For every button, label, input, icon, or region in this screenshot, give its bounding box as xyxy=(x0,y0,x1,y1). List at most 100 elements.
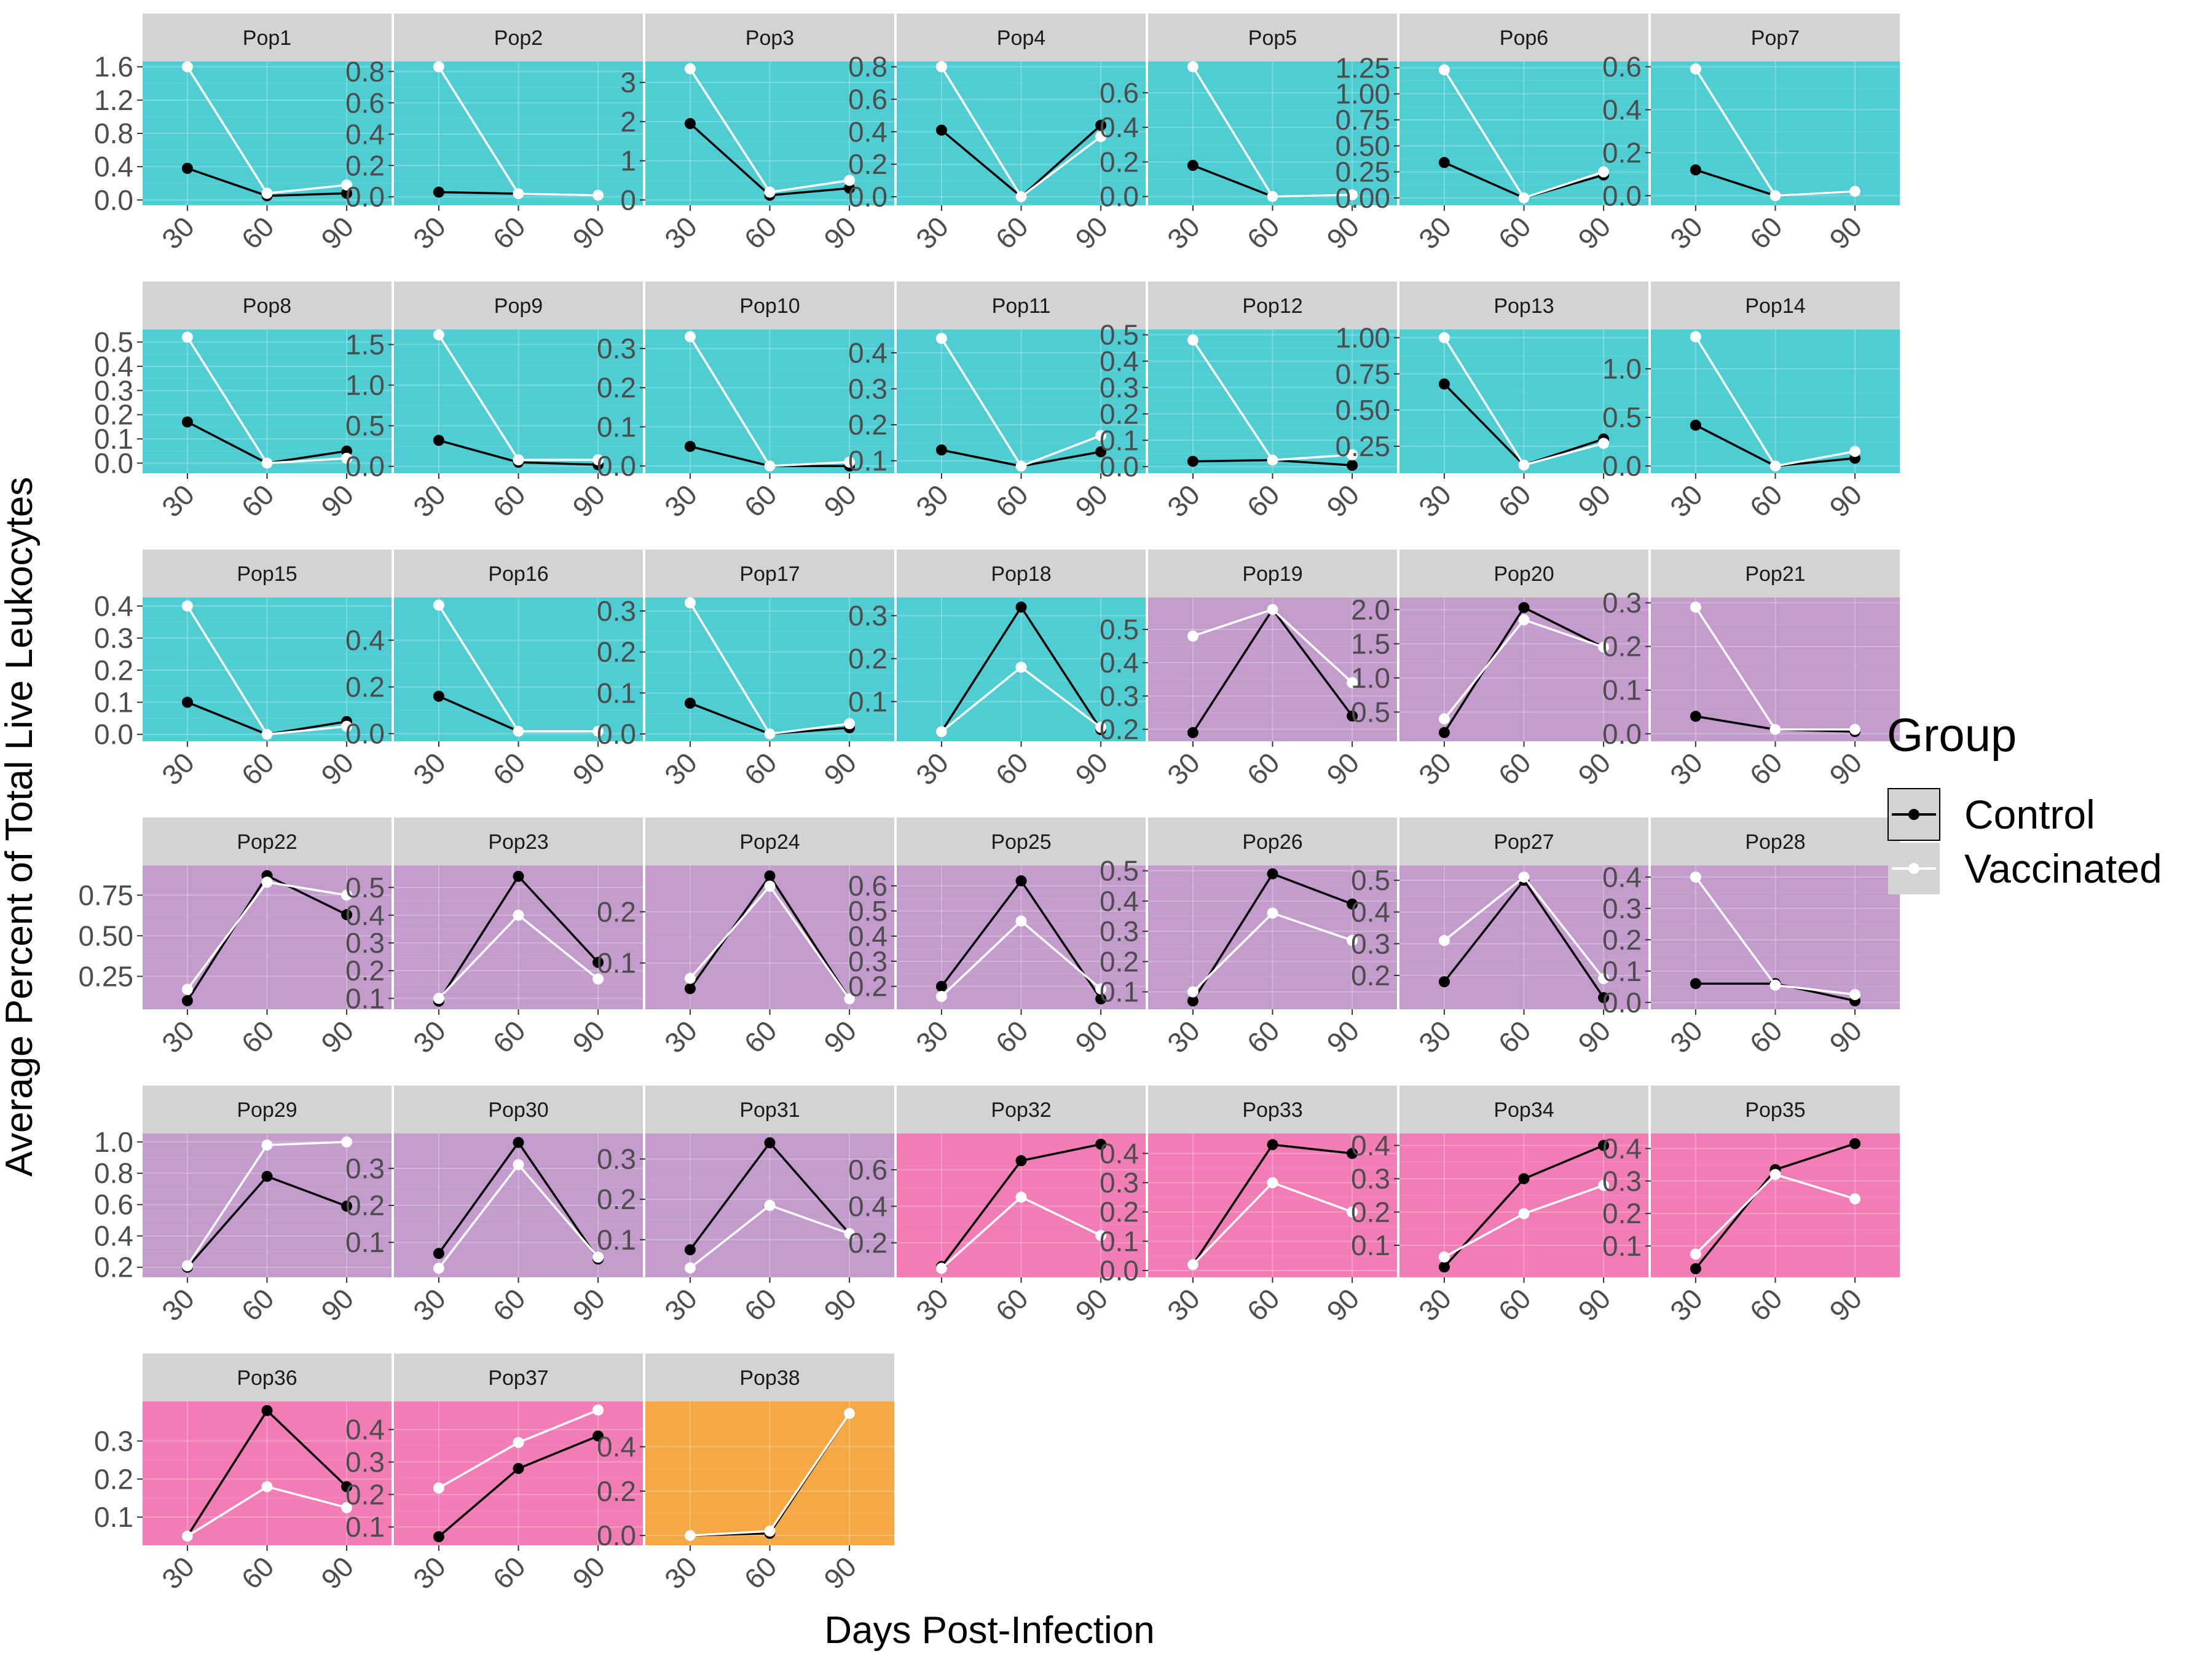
x-tick-label: 90 xyxy=(1823,478,1868,523)
facet-strip xyxy=(394,818,643,865)
panel-background xyxy=(394,61,643,205)
control-point xyxy=(684,441,696,452)
panel-background xyxy=(1399,61,1648,205)
y-tick-label: 0.4 xyxy=(848,920,888,952)
y-tick-label: 0.1 xyxy=(848,445,888,477)
y-tick-label: 0.50 xyxy=(1335,394,1390,426)
panel-background xyxy=(1148,329,1397,473)
y-tick-label: 0.3 xyxy=(1351,1163,1390,1195)
y-tick-label: 0.1 xyxy=(345,982,385,1014)
y-tick-label: 0.1 xyxy=(94,1501,133,1533)
y-axis-title: Average Percent of Total Live Leukocytes xyxy=(0,477,41,1177)
vaccinated-point xyxy=(341,889,353,901)
facet-label: Pop11 xyxy=(992,294,1051,318)
vaccinated-point xyxy=(513,188,524,200)
vaccinated-point xyxy=(261,1481,273,1492)
x-tick-label: 60 xyxy=(738,1282,783,1327)
y-tick-label: 0.2 xyxy=(345,149,385,181)
y-tick-label: 0.0 xyxy=(345,451,385,483)
facet-strip xyxy=(1399,282,1648,329)
control-point xyxy=(1518,602,1530,613)
vaccinated-point xyxy=(181,600,193,612)
x-tick-label: 60 xyxy=(487,1282,532,1327)
x-tick-label: 30 xyxy=(658,1014,703,1059)
x-tick-label: 30 xyxy=(1161,1282,1206,1327)
y-tick-label: 0.0 xyxy=(1602,718,1642,750)
facet-label: Pop24 xyxy=(739,830,800,854)
y-tick-label: 0.6 xyxy=(848,84,888,116)
x-tick-label: 60 xyxy=(487,746,532,791)
vaccinated-point xyxy=(1347,1206,1358,1218)
facet-strip xyxy=(897,550,1146,597)
x-tick-label: 30 xyxy=(910,1014,954,1059)
facet-strip xyxy=(143,1086,392,1133)
y-tick-label: 1.6 xyxy=(94,51,133,83)
facet-strip xyxy=(645,1086,894,1133)
vaccinated-point xyxy=(1438,1251,1450,1263)
vaccinated-point xyxy=(684,597,696,609)
y-tick-label: 0.4 xyxy=(1100,1137,1139,1169)
y-tick-label: 0.3 xyxy=(345,1446,385,1478)
control-point xyxy=(513,1137,524,1148)
y-tick-label: 0.3 xyxy=(345,927,385,959)
control-point xyxy=(1690,978,1701,990)
x-tick-label: 60 xyxy=(1492,746,1537,791)
control-point xyxy=(261,1170,273,1182)
y-tick-label: 0.5 xyxy=(1351,864,1390,896)
control-point xyxy=(935,444,947,456)
x-tick-label: 60 xyxy=(235,1282,280,1327)
vaccinated-point xyxy=(181,1531,193,1542)
control-point xyxy=(341,1200,353,1212)
x-tick-label: 60 xyxy=(235,478,280,523)
control-point xyxy=(513,870,524,882)
legend-point-vaccinated xyxy=(1908,863,1919,874)
vaccinated-point xyxy=(1095,1229,1107,1241)
x-tick-label: 90 xyxy=(817,1282,862,1327)
control-point xyxy=(181,696,193,708)
panel-pop35: Pop35 0.10.20.30.4 30 60 90 xyxy=(1602,1086,1900,1327)
panel-background xyxy=(645,597,894,741)
x-tick-label: 30 xyxy=(407,1014,452,1059)
y-tick-label: 0.3 xyxy=(94,1425,133,1457)
control-point xyxy=(433,1248,444,1259)
x-tick-label: 90 xyxy=(1823,1014,1868,1059)
x-tick-label: 60 xyxy=(1744,478,1789,523)
control-point xyxy=(181,416,193,428)
y-tick-label: 0.2 xyxy=(848,971,888,1003)
control-point xyxy=(1347,1148,1358,1159)
panel-pop28: Pop28 0.00.10.20.30.4 30 60 90 xyxy=(1602,818,1900,1059)
vaccinated-point xyxy=(684,331,696,342)
vaccinated-point xyxy=(1095,983,1107,995)
facet-strip xyxy=(143,14,392,61)
y-tick-label: 0.75 xyxy=(78,879,133,911)
x-tick-label: 60 xyxy=(487,210,532,255)
vaccinated-point xyxy=(1267,191,1278,202)
facet-label: Pop33 xyxy=(1242,1098,1302,1122)
facet-label: Pop20 xyxy=(1494,562,1554,586)
x-tick-label: 30 xyxy=(155,478,200,523)
vaccinated-point xyxy=(935,61,947,73)
facet-label: Pop14 xyxy=(1745,294,1805,318)
y-tick-label: 0.00 xyxy=(1335,182,1390,214)
y-tick-label: 0.1 xyxy=(597,1224,636,1256)
y-tick-label: 1.5 xyxy=(345,329,385,361)
vaccinated-point xyxy=(1095,131,1107,143)
facet-label: Pop30 xyxy=(488,1098,548,1122)
facet-label: Pop37 xyxy=(488,1366,548,1390)
y-tick-label: 0.3 xyxy=(1100,680,1139,712)
x-tick-label: 90 xyxy=(1572,1014,1616,1059)
control-point xyxy=(261,1405,273,1416)
panel-background xyxy=(143,1401,392,1545)
x-tick-label: 90 xyxy=(315,210,360,255)
x-tick-label: 90 xyxy=(817,210,862,255)
vaccinated-point xyxy=(513,909,524,921)
y-tick-label: 0.3 xyxy=(1100,371,1139,403)
facet-strip xyxy=(394,1086,643,1133)
vaccinated-point xyxy=(1438,64,1450,76)
facet-label: Pop15 xyxy=(237,562,297,586)
x-tick-label: 30 xyxy=(658,1282,703,1327)
y-tick-label: 1.0 xyxy=(94,1126,133,1158)
